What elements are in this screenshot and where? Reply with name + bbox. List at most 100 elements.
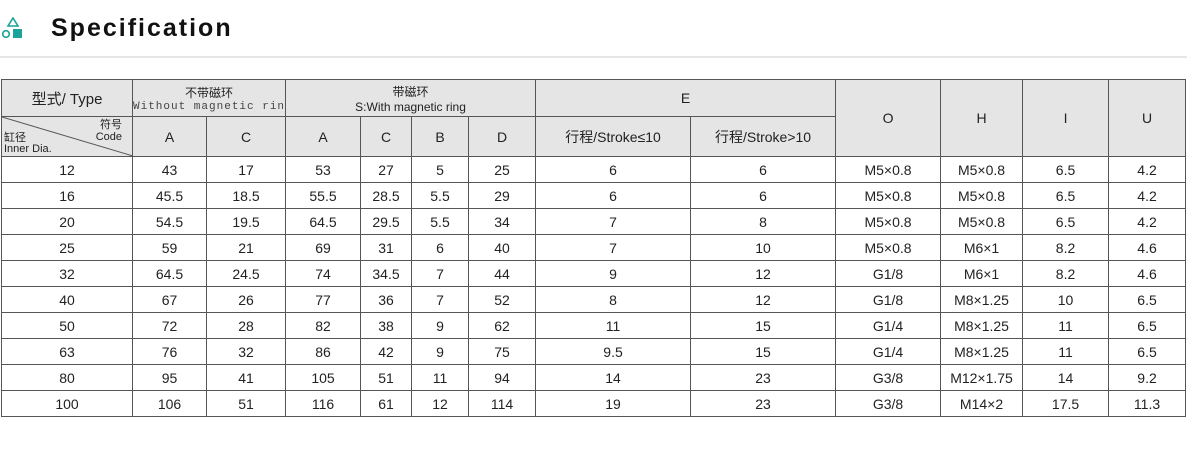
table-cell: 12: [690, 286, 837, 313]
col-header: I: [1022, 79, 1110, 157]
table-cell: 8.2: [1022, 260, 1110, 287]
col-header: C: [360, 116, 412, 157]
table-cell: 14: [535, 364, 692, 391]
table-cell: G3/8: [835, 364, 942, 391]
table-cell: 4.2: [1108, 208, 1187, 235]
table-cell: 17.5: [1022, 390, 1110, 417]
table-cell: 77: [285, 286, 361, 313]
col-header: H: [940, 79, 1024, 157]
table-cell: 16: [1, 182, 133, 209]
table-cell: 61: [360, 390, 412, 417]
shapes-icon: [2, 17, 22, 39]
col-header: D: [467, 116, 537, 157]
table-cell: 32: [206, 338, 286, 365]
table-cell: 5: [411, 156, 469, 183]
table-cell: 21: [206, 234, 286, 261]
table-cell: 82: [285, 312, 361, 339]
type-header: 型式/ Type: [1, 79, 133, 117]
table-cell: 9: [411, 312, 469, 339]
table-cell: 59: [132, 234, 207, 261]
table-row: 20 54.5 19.5 64.5 29.5 5.5 34 7 8 M5×0.8 M5×0.8 6.5…: [1, 208, 1187, 235]
table-cell: 53: [285, 156, 361, 183]
col-header: 行程/Stroke>10: [690, 116, 837, 157]
table-cell: 6: [690, 182, 837, 209]
table-cell: 7: [411, 260, 469, 287]
table-cell: 43: [132, 156, 207, 183]
table-cell: M6×1: [940, 234, 1024, 261]
without-magnet-header: 不带磁环 Without magnetic ring: [132, 79, 286, 117]
table-cell: 86: [285, 338, 361, 365]
table-cell: M12×1.75: [940, 364, 1024, 391]
table-cell: 15: [690, 338, 837, 365]
table-cell: 5.5: [411, 208, 469, 235]
table-cell: 8.2: [1022, 234, 1110, 261]
table-cell: 116: [285, 390, 361, 417]
table-cell: 12: [411, 390, 469, 417]
table-cell: 95: [132, 364, 207, 391]
table-cell: 36: [360, 286, 412, 313]
table-cell: 6.5: [1022, 208, 1110, 235]
table-cell: 74: [285, 260, 361, 287]
table-cell: 9.5: [535, 338, 692, 365]
table-cell: 31: [360, 234, 412, 261]
table-cell: 64.5: [285, 208, 361, 235]
col-header: B: [411, 116, 469, 157]
table-row: 12 43 17 53 27 5 25 6 6 M5×0.8 M5×0.8 6.5 4.2: [1, 156, 1187, 183]
table-cell: 19.5: [206, 208, 286, 235]
table-cell: 51: [206, 390, 286, 417]
table-cell: 10: [690, 234, 837, 261]
table-cell: 14: [1022, 364, 1110, 391]
with-magnet-header: 带磁环 S:With magnetic ring: [284, 79, 537, 117]
table-cell: 10: [1022, 286, 1110, 313]
table-row: 40 67 26 77 36 7 52 8 12 G1/8 M8×1.25 10 6.5: [1, 286, 1187, 313]
table-cell: 62: [467, 312, 537, 339]
table-cell: 45.5: [132, 182, 207, 209]
table-cell: 94: [467, 364, 537, 391]
table-cell: 12: [690, 260, 837, 287]
table-cell: G1/4: [835, 312, 942, 339]
table-cell: 50: [1, 312, 133, 339]
table-cell: 20: [1, 208, 133, 235]
table-row: 32 64.5 24.5 74 34.5 7 44 9 12 G1/8 M6×1 8.2 4.6: [1, 260, 1187, 287]
table-cell: M8×1.25: [940, 286, 1024, 313]
table-cell: 34: [467, 208, 537, 235]
table-row: 100 106 51 116 61 12 114 19 23 G3/8 M14×2 17.5 11.3: [1, 390, 1187, 417]
table-cell: 27: [360, 156, 412, 183]
table-cell: 40: [1, 286, 133, 313]
table-cell: 7: [535, 234, 692, 261]
table-cell: 6.5: [1108, 338, 1187, 365]
table-cell: G1/8: [835, 286, 942, 313]
table-cell: 9.2: [1108, 364, 1187, 391]
table-cell: 28: [206, 312, 286, 339]
table-cell: 52: [467, 286, 537, 313]
table-cell: M8×1.25: [940, 338, 1024, 365]
table-cell: M6×1: [940, 260, 1024, 287]
table-row: 63 76 32 86 42 9 75 9.5 15 G1/4 M8×1.25 11 6.5: [1, 338, 1187, 365]
table-cell: 19: [535, 390, 692, 417]
page-title: Specification: [51, 14, 233, 42]
table-cell: 100: [1, 390, 133, 417]
table-cell: 40: [467, 234, 537, 261]
table-cell: M5×0.8: [940, 208, 1024, 235]
table-cell: 6.5: [1108, 312, 1187, 339]
table-cell: 72: [132, 312, 207, 339]
col-header: A: [132, 116, 207, 157]
table-cell: 8: [535, 286, 692, 313]
table-cell: M5×0.8: [835, 182, 942, 209]
col-header: U: [1108, 79, 1187, 157]
table-cell: 54.5: [132, 208, 207, 235]
table-row: 16 45.5 18.5 55.5 28.5 5.5 29 6 6 M5×0.8 M5×0.8 6.5…: [1, 182, 1187, 209]
table-cell: 44: [467, 260, 537, 287]
table-cell: G3/8: [835, 390, 942, 417]
table-cell: 32: [1, 260, 133, 287]
table-cell: M5×0.8: [835, 208, 942, 235]
table-cell: M5×0.8: [940, 156, 1024, 183]
table-cell: 29.5: [360, 208, 412, 235]
table-cell: 6: [690, 156, 837, 183]
col-header: A: [285, 116, 361, 157]
table-cell: 11.3: [1108, 390, 1187, 417]
table-cell: 26: [206, 286, 286, 313]
table-cell: 17: [206, 156, 286, 183]
table-row: 50 72 28 82 38 9 62 11 15 G1/4 M8×1.25 11 6.5: [1, 312, 1187, 339]
table-cell: G1/4: [835, 338, 942, 365]
